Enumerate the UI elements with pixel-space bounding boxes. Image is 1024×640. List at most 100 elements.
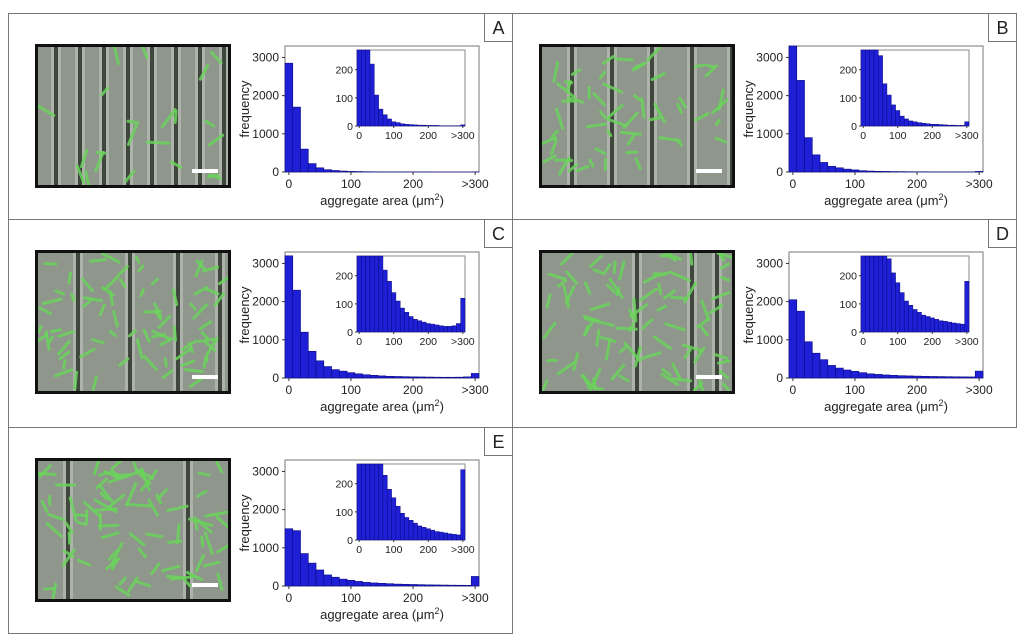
aggregate [100,531,120,540]
x-axis-label-text: aggregate area (μm [320,399,434,414]
aggregate [81,298,93,308]
aggregate [103,275,120,291]
inset-histogram-bar [434,531,440,541]
histogram-bar [470,576,480,587]
inset-y-tick-label: 0 [851,327,857,339]
aggregate [107,493,126,509]
aggregate [115,585,131,597]
x-axis-label-superscript: 2 [939,398,944,408]
histogram-bar [346,372,356,379]
aggregate [109,541,124,567]
x-axis-label-superscript: 2 [435,606,440,616]
inset-histogram-bar [934,319,940,333]
aggregate [192,303,209,320]
aggregate [554,107,565,130]
aggregate [142,309,162,314]
groove-line [66,461,70,599]
aggregate [588,158,595,168]
inset-histogram-bar [912,309,918,333]
aggregate [207,173,220,179]
inset-histogram-bar [365,463,371,541]
inset-histogram-bar [869,49,875,127]
aggregate [195,489,208,498]
aggregate [215,515,228,530]
aggregate [717,88,725,112]
aggregate [681,343,703,353]
aggregate [100,253,121,264]
inset-histogram-bar [925,123,931,127]
aggregate [57,330,75,338]
groove-line [222,47,226,185]
aggregate [561,99,578,103]
aggregate [625,150,638,155]
x-tick-label: 0 [286,177,293,191]
inset-histogram-bar [378,463,384,541]
histogram-bar [796,80,805,173]
aggregate [721,382,730,391]
aggregate [118,357,130,367]
micrograph-image [542,253,732,391]
inset-histogram-bar [878,255,883,333]
aggregate [656,304,668,312]
aggregate [90,375,98,391]
aggregate [693,112,710,122]
inset-histogram-bar [395,505,401,541]
inset-histogram-bar [912,121,918,127]
groove-line [128,253,132,391]
aggregate [657,282,663,296]
inset-histogram-bar [447,326,453,333]
inset-x-tick-label: >300 [451,130,475,142]
histogram-bar [439,584,449,587]
aggregate [47,512,65,522]
histogram-bar [393,583,402,587]
aggregate [173,109,178,124]
histogram-bar [974,171,984,173]
histogram-bar [339,370,348,379]
aggregate [187,341,194,354]
aggregate [127,329,137,338]
histogram-bar [339,578,348,587]
aggregate [719,262,730,270]
y-tick-label: 1000 [252,127,279,141]
inset-histogram-bar [860,49,866,127]
aggregate [185,570,204,582]
aggregate [650,72,666,82]
aggregate [565,270,578,285]
inset-histogram-bar [916,122,922,127]
aggregate [560,253,578,266]
aggregate [639,287,658,302]
inset-histogram-bar [895,282,901,333]
groove-line [176,253,180,391]
histogram-bar [362,374,371,379]
inset-histogram-bar [404,124,410,127]
histogram-bar [850,371,860,379]
inset-histogram-bar [960,125,965,127]
inset-histogram-bar [942,124,948,127]
aggregate [95,150,107,155]
histogram-bar [323,169,332,173]
aggregate [693,63,706,69]
aggregate [566,80,572,92]
inset-histogram-bar [869,255,875,333]
y-tick-label: 0 [272,165,279,179]
histogram-bar [370,375,379,379]
aggregate [602,82,624,94]
aggregate [604,337,612,361]
inset-x-tick-label: 0 [356,130,362,142]
histogram-bar [881,171,891,173]
aggregate [79,148,89,169]
inset-x-tick-label: 100 [385,130,403,142]
groove-line [218,253,222,391]
aggregate [216,542,228,554]
aggregate [552,61,560,83]
aggregate [653,102,666,124]
inset-histogram-bar [895,110,901,127]
y-tick-label: 0 [776,165,783,179]
scale-bar [192,583,218,587]
aggregate [583,319,595,336]
x-tick-label: >300 [966,177,993,191]
aggregate [134,579,152,588]
inset-histogram-bar [382,475,388,541]
inset-histogram-bar [391,121,397,127]
